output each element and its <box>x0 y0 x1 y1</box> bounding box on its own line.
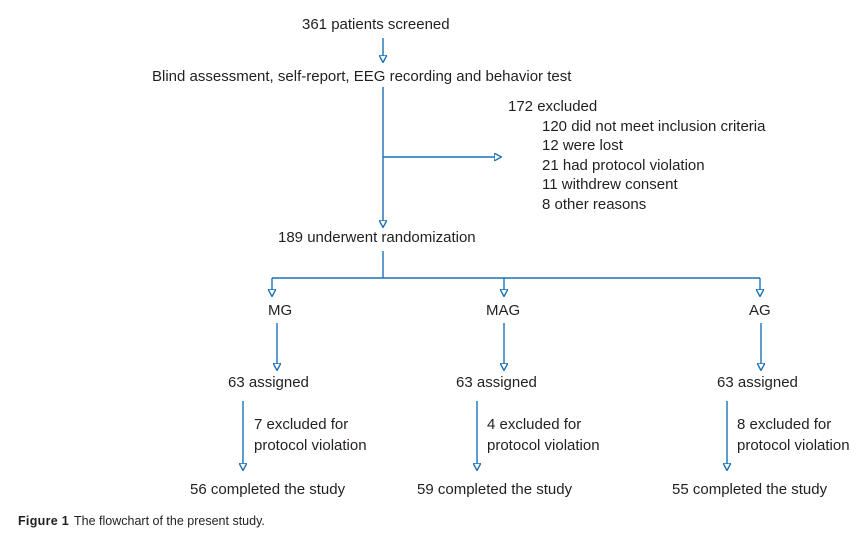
assigned-node-mag: 63 assigned <box>456 374 537 391</box>
completed-node-mg: 56 completed the study <box>190 481 346 498</box>
figure-caption: Figure 1 The flowchart of the present stu… <box>18 513 265 529</box>
assigned-node-ag: 63 assigned <box>717 374 798 391</box>
excluded-title: 172 excluded <box>508 98 598 115</box>
figure-caption-label: Figure 1 <box>18 514 70 528</box>
figure-caption-text: The flowchart of the present study. <box>74 514 265 528</box>
excluded-protocol-line1: 8 excluded for <box>737 416 832 433</box>
group-label-mg: MG <box>268 302 293 319</box>
excluded-reason: 12 were lost <box>542 137 623 154</box>
excluded-protocol-line2: protocol violation <box>737 437 850 454</box>
screened-node: 361 patients screened <box>302 16 450 33</box>
excluded-protocol-line1: 7 excluded for <box>254 416 349 433</box>
assigned-node-mg: 63 assigned <box>228 374 309 391</box>
group-label-mag: MAG <box>486 302 521 319</box>
excluded-protocol-node-mg: 7 excluded for protocol violation <box>254 414 367 456</box>
excluded-node: 172 excluded 120 did not meet inclusion … <box>508 97 765 214</box>
assessment-node: Blind assessment, self-report, EEG recor… <box>152 68 572 85</box>
excluded-protocol-node-ag: 8 excluded for protocol violation <box>737 414 850 456</box>
group-label-ag: AG <box>749 302 771 319</box>
excluded-reasons-list: 120 did not meet inclusion criteria 12 w… <box>542 117 765 215</box>
completed-node-ag: 55 completed the study <box>672 481 828 498</box>
excluded-protocol-line2: protocol violation <box>487 437 600 454</box>
excluded-reason: 21 had protocol violation <box>542 156 705 174</box>
excluded-protocol-node-mag: 4 excluded for protocol violation <box>487 414 600 456</box>
excluded-reason: 8 other reasons <box>542 195 647 213</box>
excluded-reason: 120 did not meet inclusion criteria <box>542 117 766 135</box>
excluded-protocol-line1: 4 excluded for <box>487 416 582 433</box>
excluded-protocol-line2: protocol violation <box>254 437 367 454</box>
randomization-node: 189 underwent randomization <box>278 229 476 246</box>
excluded-reason: 11 withdrew consent <box>542 176 678 193</box>
completed-node-mag: 59 completed the study <box>417 481 573 498</box>
